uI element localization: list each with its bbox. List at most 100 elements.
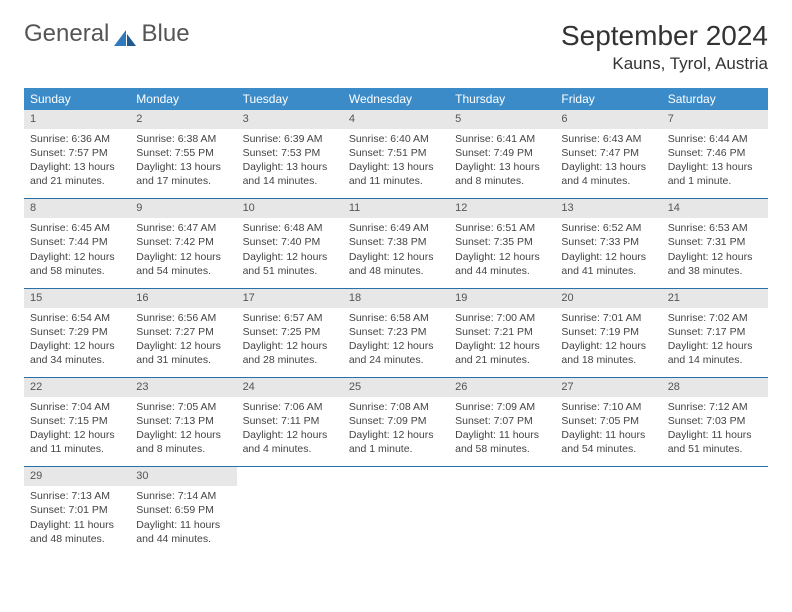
- daylight-text: Daylight: 12 hours and 1 minute.: [349, 428, 443, 456]
- day-number-cell: 6: [555, 110, 661, 129]
- day-content-cell: Sunrise: 7:06 AMSunset: 7:11 PMDaylight:…: [237, 397, 343, 467]
- daylight-text: Daylight: 12 hours and 54 minutes.: [136, 250, 230, 278]
- sunrise-text: Sunrise: 7:01 AM: [561, 311, 655, 325]
- day-number-cell: 21: [662, 288, 768, 307]
- sunset-text: Sunset: 7:33 PM: [561, 235, 655, 249]
- sunrise-text: Sunrise: 6:36 AM: [30, 132, 124, 146]
- day-content-cell: Sunrise: 7:00 AMSunset: 7:21 PMDaylight:…: [449, 308, 555, 378]
- weekday-header: Sunday: [24, 88, 130, 110]
- sunrise-text: Sunrise: 6:53 AM: [668, 221, 762, 235]
- day-number-cell: 12: [449, 199, 555, 218]
- day-content-cell: Sunrise: 6:48 AMSunset: 7:40 PMDaylight:…: [237, 218, 343, 288]
- day-content-row: Sunrise: 7:04 AMSunset: 7:15 PMDaylight:…: [24, 397, 768, 467]
- daylight-text: Daylight: 13 hours and 1 minute.: [668, 160, 762, 188]
- sunset-text: Sunset: 7:03 PM: [668, 414, 762, 428]
- sunset-text: Sunset: 7:05 PM: [561, 414, 655, 428]
- day-content-cell: Sunrise: 6:47 AMSunset: 7:42 PMDaylight:…: [130, 218, 236, 288]
- sunset-text: Sunset: 7:49 PM: [455, 146, 549, 160]
- day-content-row: Sunrise: 7:13 AMSunset: 7:01 PMDaylight:…: [24, 486, 768, 556]
- day-number-cell: 25: [343, 378, 449, 397]
- sunrise-text: Sunrise: 7:10 AM: [561, 400, 655, 414]
- day-content-cell: Sunrise: 7:08 AMSunset: 7:09 PMDaylight:…: [343, 397, 449, 467]
- sunset-text: Sunset: 7:42 PM: [136, 235, 230, 249]
- sunrise-text: Sunrise: 6:47 AM: [136, 221, 230, 235]
- location: Kauns, Tyrol, Austria: [561, 54, 768, 74]
- sunrise-text: Sunrise: 7:13 AM: [30, 489, 124, 503]
- day-content-cell: Sunrise: 6:57 AMSunset: 7:25 PMDaylight:…: [237, 308, 343, 378]
- sunset-text: Sunset: 7:57 PM: [30, 146, 124, 160]
- sunset-text: Sunset: 7:19 PM: [561, 325, 655, 339]
- day-number-row: 22232425262728: [24, 378, 768, 397]
- daylight-text: Daylight: 12 hours and 44 minutes.: [455, 250, 549, 278]
- day-number-cell: 29: [24, 467, 130, 486]
- day-content-cell: Sunrise: 7:09 AMSunset: 7:07 PMDaylight:…: [449, 397, 555, 467]
- day-content-cell: Sunrise: 6:45 AMSunset: 7:44 PMDaylight:…: [24, 218, 130, 288]
- page-header: General Blue September 2024 Kauns, Tyrol…: [24, 20, 768, 74]
- daylight-text: Daylight: 11 hours and 44 minutes.: [136, 518, 230, 546]
- daylight-text: Daylight: 13 hours and 11 minutes.: [349, 160, 443, 188]
- day-content-row: Sunrise: 6:54 AMSunset: 7:29 PMDaylight:…: [24, 308, 768, 378]
- day-number-cell: 16: [130, 288, 236, 307]
- daylight-text: Daylight: 11 hours and 48 minutes.: [30, 518, 124, 546]
- day-number-cell: [237, 467, 343, 486]
- weekday-header: Tuesday: [237, 88, 343, 110]
- sunrise-text: Sunrise: 6:49 AM: [349, 221, 443, 235]
- daylight-text: Daylight: 13 hours and 8 minutes.: [455, 160, 549, 188]
- sunrise-text: Sunrise: 6:40 AM: [349, 132, 443, 146]
- sunset-text: Sunset: 7:25 PM: [243, 325, 337, 339]
- month-title: September 2024: [561, 20, 768, 52]
- day-number-cell: 26: [449, 378, 555, 397]
- daylight-text: Daylight: 12 hours and 4 minutes.: [243, 428, 337, 456]
- sunrise-text: Sunrise: 6:44 AM: [668, 132, 762, 146]
- weekday-header: Monday: [130, 88, 236, 110]
- day-number-cell: 15: [24, 288, 130, 307]
- day-content-cell: Sunrise: 7:13 AMSunset: 7:01 PMDaylight:…: [24, 486, 130, 556]
- daylight-text: Daylight: 12 hours and 58 minutes.: [30, 250, 124, 278]
- logo-sail-icon: [112, 28, 138, 48]
- sunset-text: Sunset: 7:11 PM: [243, 414, 337, 428]
- day-number-cell: 9: [130, 199, 236, 218]
- daylight-text: Daylight: 12 hours and 11 minutes.: [30, 428, 124, 456]
- weekday-header: Friday: [555, 88, 661, 110]
- sunrise-text: Sunrise: 6:39 AM: [243, 132, 337, 146]
- day-number-row: 891011121314: [24, 199, 768, 218]
- sunset-text: Sunset: 7:01 PM: [30, 503, 124, 517]
- sunrise-text: Sunrise: 7:00 AM: [455, 311, 549, 325]
- day-number-cell: 14: [662, 199, 768, 218]
- sunset-text: Sunset: 7:55 PM: [136, 146, 230, 160]
- sunrise-text: Sunrise: 6:43 AM: [561, 132, 655, 146]
- day-content-cell: Sunrise: 6:39 AMSunset: 7:53 PMDaylight:…: [237, 129, 343, 199]
- sunrise-text: Sunrise: 7:05 AM: [136, 400, 230, 414]
- day-content-cell: Sunrise: 6:53 AMSunset: 7:31 PMDaylight:…: [662, 218, 768, 288]
- day-number-row: 1234567: [24, 110, 768, 129]
- daylight-text: Daylight: 12 hours and 48 minutes.: [349, 250, 443, 278]
- day-content-cell: Sunrise: 6:58 AMSunset: 7:23 PMDaylight:…: [343, 308, 449, 378]
- daylight-text: Daylight: 13 hours and 4 minutes.: [561, 160, 655, 188]
- day-content-cell: Sunrise: 7:12 AMSunset: 7:03 PMDaylight:…: [662, 397, 768, 467]
- sunset-text: Sunset: 7:23 PM: [349, 325, 443, 339]
- sunset-text: Sunset: 7:13 PM: [136, 414, 230, 428]
- sunrise-text: Sunrise: 6:48 AM: [243, 221, 337, 235]
- day-number-cell: 19: [449, 288, 555, 307]
- day-content-cell: Sunrise: 7:14 AMSunset: 6:59 PMDaylight:…: [130, 486, 236, 556]
- weekday-header-row: Sunday Monday Tuesday Wednesday Thursday…: [24, 88, 768, 110]
- day-content-cell: Sunrise: 7:01 AMSunset: 7:19 PMDaylight:…: [555, 308, 661, 378]
- day-content-cell: [449, 486, 555, 556]
- weekday-header: Thursday: [449, 88, 555, 110]
- daylight-text: Daylight: 12 hours and 28 minutes.: [243, 339, 337, 367]
- day-number-cell: 10: [237, 199, 343, 218]
- day-number-cell: 18: [343, 288, 449, 307]
- daylight-text: Daylight: 12 hours and 24 minutes.: [349, 339, 443, 367]
- daylight-text: Daylight: 12 hours and 31 minutes.: [136, 339, 230, 367]
- day-number-cell: 7: [662, 110, 768, 129]
- day-number-cell: 2: [130, 110, 236, 129]
- day-content-cell: Sunrise: 6:51 AMSunset: 7:35 PMDaylight:…: [449, 218, 555, 288]
- day-content-cell: Sunrise: 6:52 AMSunset: 7:33 PMDaylight:…: [555, 218, 661, 288]
- sunrise-text: Sunrise: 7:06 AM: [243, 400, 337, 414]
- daylight-text: Daylight: 11 hours and 51 minutes.: [668, 428, 762, 456]
- day-number-row: 15161718192021: [24, 288, 768, 307]
- sunrise-text: Sunrise: 6:51 AM: [455, 221, 549, 235]
- day-number-cell: 17: [237, 288, 343, 307]
- daylight-text: Daylight: 12 hours and 41 minutes.: [561, 250, 655, 278]
- daylight-text: Daylight: 12 hours and 34 minutes.: [30, 339, 124, 367]
